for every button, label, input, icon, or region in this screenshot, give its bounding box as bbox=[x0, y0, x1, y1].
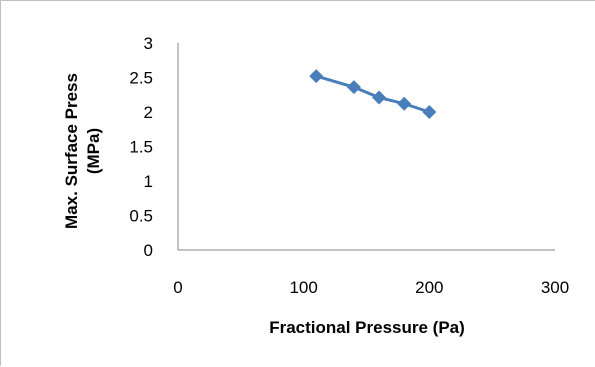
x-tick-label: 200 bbox=[415, 278, 443, 297]
data-point-marker bbox=[309, 69, 324, 84]
data-point-marker bbox=[372, 90, 387, 105]
y-tick-label: 3 bbox=[144, 34, 153, 53]
y-axis-title-line-1: Max. Surface Press bbox=[62, 73, 81, 229]
series-group bbox=[309, 69, 437, 119]
y-axis-title-line-2: (MPa) bbox=[84, 128, 103, 174]
y-tick-label: 1 bbox=[144, 172, 153, 191]
y-tick-label: 0.5 bbox=[129, 207, 153, 226]
y-tick-label: 2.5 bbox=[129, 69, 153, 88]
x-tick-labels: 0 100 200 300 bbox=[173, 278, 569, 297]
y-tick-label: 1.5 bbox=[129, 138, 153, 157]
x-tick-label: 300 bbox=[541, 278, 569, 297]
x-axis-title: Fractional Pressure (Pa) bbox=[269, 318, 465, 337]
y-axis-title: Max. Surface Press (MPa) bbox=[62, 73, 103, 229]
x-tick-label: 0 bbox=[173, 278, 182, 297]
y-tick-labels: 0 0.5 1 1.5 2 2.5 3 bbox=[129, 34, 153, 260]
data-point-marker bbox=[422, 105, 437, 119]
y-tick-label: 2 bbox=[144, 103, 153, 122]
x-tick-label: 100 bbox=[289, 278, 317, 297]
data-point-marker bbox=[346, 80, 361, 95]
y-tick-label: 0 bbox=[144, 241, 153, 260]
series-line bbox=[315, 74, 430, 114]
data-point-marker bbox=[397, 96, 412, 111]
